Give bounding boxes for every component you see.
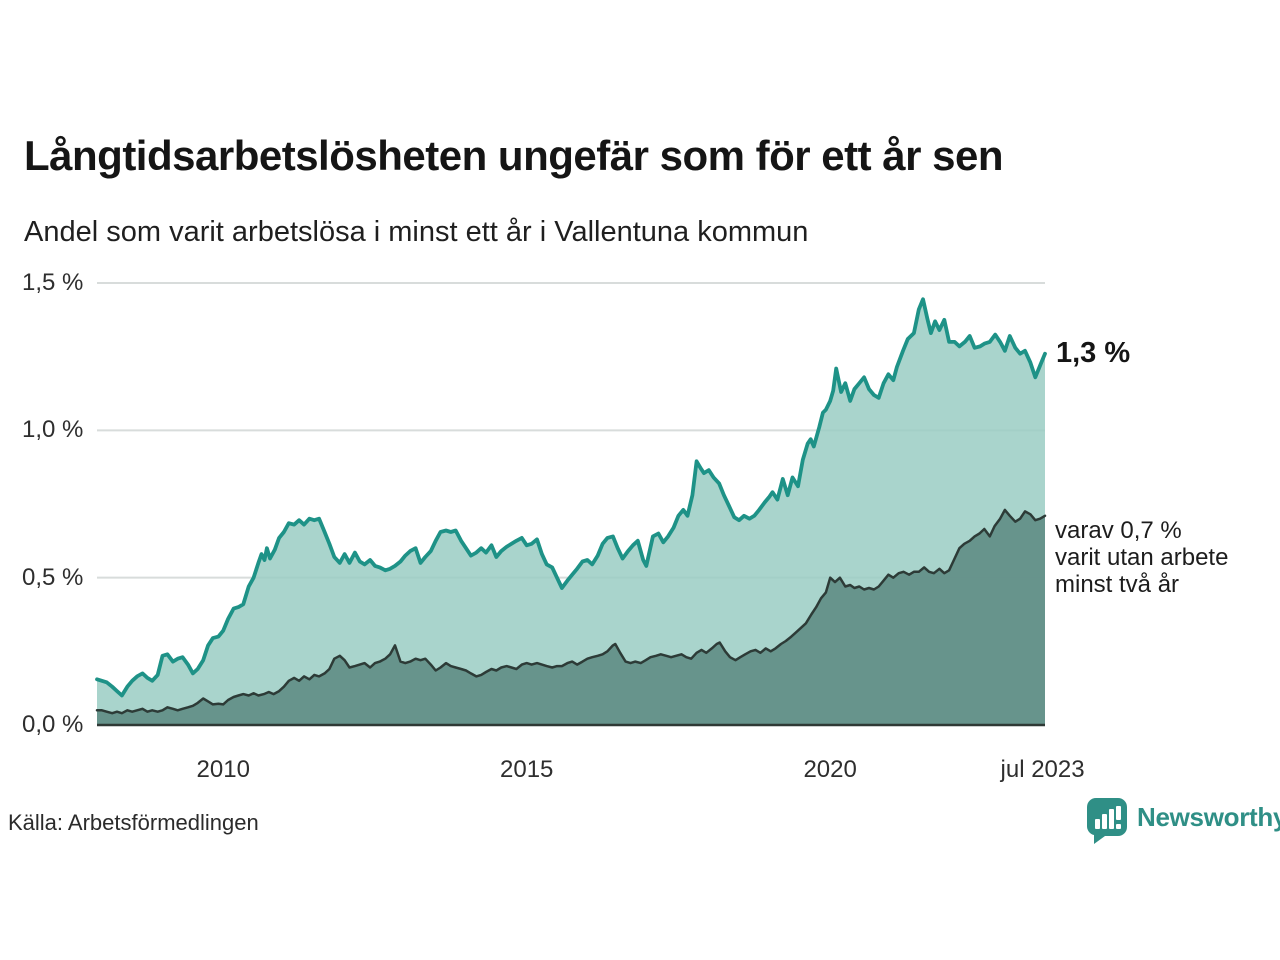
source-credit: Källa: Arbetsförmedlingen [8, 810, 259, 835]
brand-logo: Newsworthy [1087, 798, 1280, 845]
subset-annotation-line: varav 0,7 % [1055, 517, 1182, 544]
x-tick-label: jul 2023 [1000, 756, 1085, 783]
y-tick-label: 1,5 % [22, 269, 84, 296]
subset-annotation: varav 0,7 % varit utan arbete minst två … [1055, 517, 1228, 598]
y-tick-label: 1,0 % [22, 416, 84, 444]
newsworthy-icon [1087, 798, 1127, 844]
y-tick-label: 0,5 % [22, 563, 84, 591]
page-subtitle: Andel som varit arbetslösa i minst ett å… [24, 216, 809, 248]
brand-name: Newsworthy [1137, 802, 1280, 832]
subset-annotation-line: minst två år [1055, 571, 1180, 598]
y-tick-label: 0,0 % [22, 711, 84, 738]
x-tick-label: 2015 [499, 756, 554, 783]
subset-annotation-line: varit utan arbete [1055, 544, 1229, 571]
end-value-label: 1,3 % [1056, 337, 1131, 369]
x-tick-label: 2010 [196, 756, 250, 783]
page-title: Långtidsarbetslösheten ungefär som för e… [24, 132, 1004, 179]
x-tick-label: 2020 [803, 756, 857, 783]
